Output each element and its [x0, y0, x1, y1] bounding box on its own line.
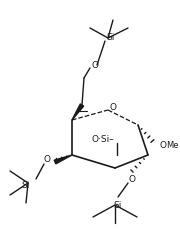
- Text: Me: Me: [166, 140, 178, 150]
- Text: Si: Si: [107, 34, 115, 42]
- Text: O: O: [44, 154, 51, 164]
- Text: O: O: [109, 103, 116, 113]
- Text: O: O: [129, 175, 136, 185]
- Text: Si: Si: [114, 201, 122, 209]
- Text: O: O: [91, 61, 98, 69]
- Text: O·Si–: O·Si–: [92, 136, 114, 144]
- Polygon shape: [72, 104, 84, 120]
- Polygon shape: [54, 155, 72, 164]
- Text: O: O: [159, 140, 166, 150]
- Text: Si: Si: [22, 181, 30, 189]
